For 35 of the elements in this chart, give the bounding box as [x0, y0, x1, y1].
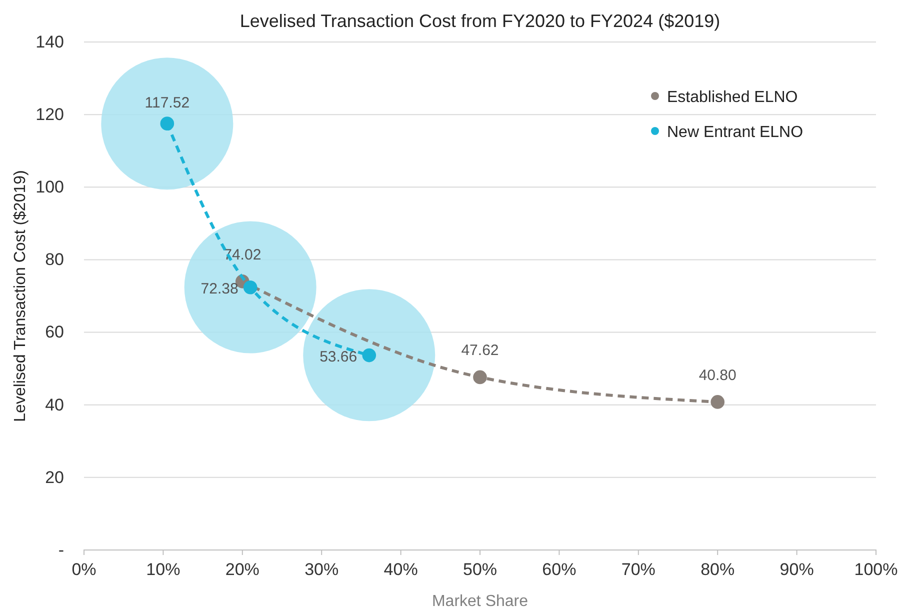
data-label: 72.38: [200, 280, 238, 298]
x-tick-label: 100%: [854, 560, 898, 580]
x-tick-label: 30%: [304, 560, 339, 580]
data-label: 74.02: [224, 246, 262, 264]
x-tick-label: 10%: [146, 560, 180, 580]
y-axis-title: Levelised Transaction Cost ($2019): [12, 170, 29, 422]
data-label: 40.80: [698, 366, 736, 384]
y-tick-label: 140: [36, 32, 64, 52]
y-tick-label: 20: [45, 468, 64, 487]
x-tick-label: 90%: [780, 560, 814, 580]
data-label: 117.52: [144, 94, 190, 112]
y-tick-label: 80: [45, 250, 64, 270]
x-axis-title: Market Share: [432, 593, 528, 610]
y-tick-label: 60: [45, 322, 64, 342]
point: [473, 370, 487, 384]
y-tick-label: -: [58, 540, 64, 560]
y-tick-label: 40: [45, 395, 64, 414]
x-tick-label: 80%: [700, 560, 735, 580]
x-tick-label: 40%: [384, 560, 418, 580]
legend-label: New Entrant ELNO: [667, 124, 804, 141]
point: [362, 348, 376, 362]
data-label: 47.62: [461, 342, 499, 360]
x-tick-label: 0%: [72, 560, 96, 580]
x-tick-label: 50%: [462, 560, 498, 580]
y-tick-label: 120: [36, 105, 64, 124]
point: [710, 395, 725, 409]
data-label: 53.66: [320, 348, 358, 366]
point: [160, 116, 174, 130]
y-tick-label: 100: [36, 178, 64, 197]
x-tick-label: 70%: [621, 560, 656, 580]
point: [243, 280, 258, 294]
x-tick-label: 20%: [225, 560, 260, 580]
legend-label: Established ELNO: [667, 89, 798, 106]
chart-title: Levelised Transaction Cost from FY2020 to FY2024 ($2019): [240, 11, 720, 31]
x-tick-label: 60%: [542, 560, 576, 580]
